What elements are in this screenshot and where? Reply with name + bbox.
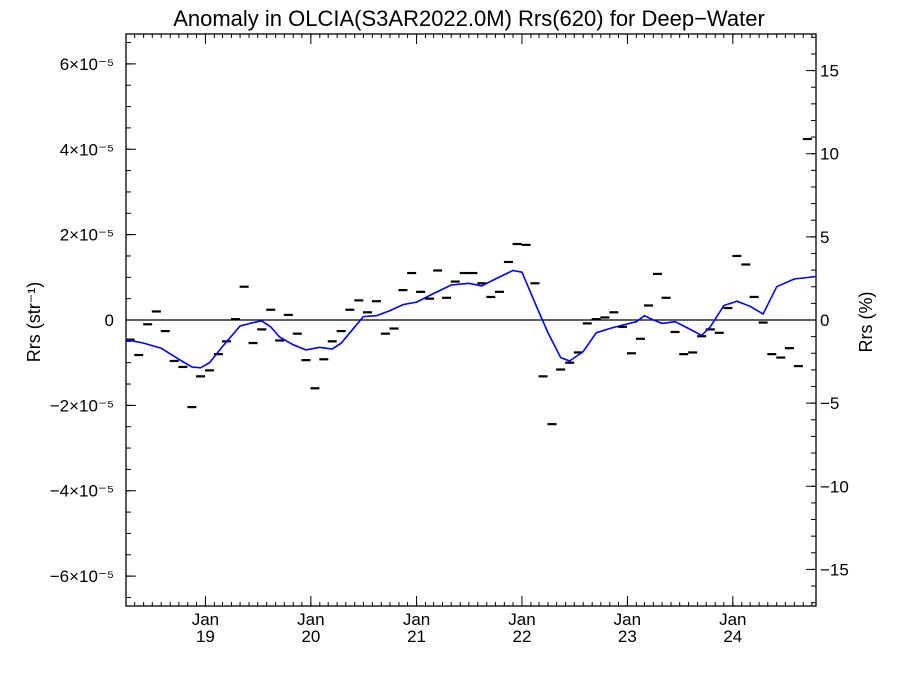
right-tick-label: 15 xyxy=(820,62,839,81)
x-tick-label-month: Jan xyxy=(297,610,324,629)
left-tick-label: 4×10⁻⁵ xyxy=(60,140,114,159)
x-tick-label-year: 19 xyxy=(196,627,215,646)
x-tick-label-year: 23 xyxy=(618,627,637,646)
smoothed-anomaly-line xyxy=(125,269,817,369)
x-tick-label-month: Jan xyxy=(719,610,746,629)
x-tick-label-year: 21 xyxy=(407,627,426,646)
chart-title: Anomaly in OLCIA(S3AR2022.0M) Rrs(620) f… xyxy=(173,6,765,31)
x-tick-label-year: 24 xyxy=(723,627,742,646)
right-tick-label: −10 xyxy=(820,477,849,496)
plot-area xyxy=(125,137,817,426)
y-axis-label-right: Rrs (%) xyxy=(856,292,876,353)
x-tick-label-year: 20 xyxy=(301,627,320,646)
x-tick-label-month: Jan xyxy=(508,610,535,629)
right-tick-label: 0 xyxy=(820,311,829,330)
right-tick-label: −15 xyxy=(820,560,849,579)
right-tick-label: 10 xyxy=(820,145,839,164)
right-tick-label: 5 xyxy=(820,228,829,247)
left-tick-label: 6×10⁻⁵ xyxy=(60,55,114,74)
x-tick-label-year: 22 xyxy=(513,627,532,646)
left-tick-label: 0 xyxy=(105,311,114,330)
left-tick-label: −2×10⁻⁵ xyxy=(50,396,114,415)
left-axis: 6×10⁻⁵ 4×10⁻⁵ 2×10⁻⁵ 0 −2×10⁻⁵ −4×10⁻⁵ −6×10⁻⁵ xyxy=(50,42,136,598)
x-tick-label-month: Jan xyxy=(192,610,219,629)
right-tick-label: −5 xyxy=(820,394,839,413)
left-tick-label: −6×10⁻⁵ xyxy=(50,567,114,586)
right-axis: 15 10 5 0 −5 −10 −15 xyxy=(806,36,849,604)
left-tick-label: 2×10⁻⁵ xyxy=(60,226,114,245)
y-axis-label-left: Rrs (str⁻¹) xyxy=(24,282,44,362)
left-tick-label: −4×10⁻⁵ xyxy=(50,482,114,501)
x-tick-label-month: Jan xyxy=(403,610,430,629)
x-tick-label-month: Jan xyxy=(614,610,641,629)
